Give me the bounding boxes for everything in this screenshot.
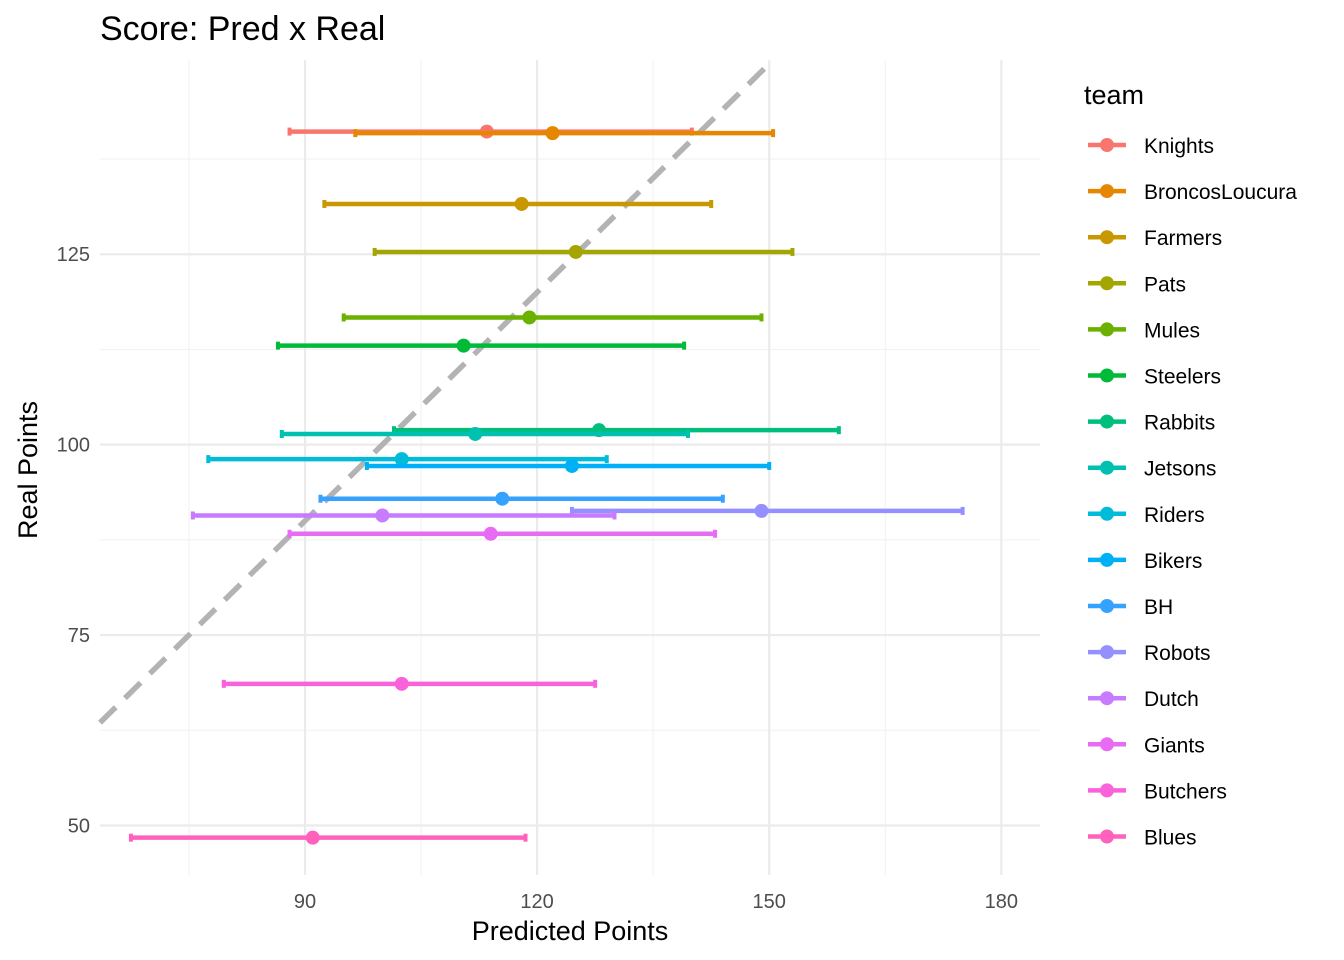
series-pats bbox=[372, 244, 795, 259]
legend-key-point bbox=[1100, 230, 1114, 245]
data-point bbox=[394, 452, 409, 467]
legend-label: Knights bbox=[1144, 135, 1214, 158]
legend-label: Giants bbox=[1144, 734, 1205, 757]
legend-item: Bikers bbox=[1088, 550, 1202, 573]
data-point bbox=[522, 310, 537, 325]
y-axis-title: Real Points bbox=[13, 401, 43, 539]
legend-item: Farmers bbox=[1088, 227, 1222, 250]
legend-label: Bikers bbox=[1144, 550, 1202, 573]
legend-key-point bbox=[1100, 552, 1114, 567]
data-point bbox=[514, 196, 529, 211]
legend-key-point bbox=[1100, 691, 1114, 706]
legend-label: Jetsons bbox=[1144, 458, 1216, 481]
series-bikers bbox=[364, 458, 772, 473]
reference-line-group bbox=[98, 58, 776, 725]
data-point bbox=[468, 426, 483, 441]
legend-label: Steelers bbox=[1144, 366, 1221, 389]
legend-key-point bbox=[1100, 737, 1114, 752]
series-butchers bbox=[221, 676, 598, 691]
data-point bbox=[305, 830, 320, 845]
series-riders bbox=[206, 452, 609, 467]
legend-label: Robots bbox=[1144, 642, 1211, 665]
data-point bbox=[394, 676, 409, 691]
x-tick-label: 120 bbox=[520, 891, 553, 913]
legend-key-point bbox=[1100, 138, 1114, 152]
legend-key-point bbox=[1100, 783, 1114, 798]
series-giants bbox=[287, 526, 718, 541]
legend-title: team bbox=[1084, 80, 1144, 110]
data-point bbox=[545, 126, 560, 141]
legend-item: Knights bbox=[1088, 135, 1214, 158]
legend-label: Riders bbox=[1144, 504, 1205, 527]
legend-key-point bbox=[1100, 276, 1114, 291]
legend-item: Rabbits bbox=[1088, 412, 1215, 435]
series-farmers bbox=[322, 196, 714, 211]
series-robots bbox=[569, 503, 965, 518]
legend-label: Pats bbox=[1144, 273, 1186, 296]
legend-label: Blues bbox=[1144, 827, 1197, 850]
legend-item: Giants bbox=[1088, 734, 1205, 757]
reference-line bbox=[98, 58, 776, 725]
legend-item: Butchers bbox=[1088, 780, 1227, 803]
legend-label: BroncosLoucura bbox=[1144, 181, 1297, 204]
data-point bbox=[754, 503, 769, 518]
data-point bbox=[495, 491, 510, 506]
x-tick-label: 150 bbox=[753, 891, 786, 913]
legend: team Knights BroncosLoucura Farmers Pats Mul… bbox=[1084, 80, 1297, 850]
legend-label: Farmers bbox=[1144, 227, 1222, 250]
legend-key-point bbox=[1100, 645, 1114, 660]
x-tick-label: 90 bbox=[294, 891, 316, 913]
grid-lines bbox=[100, 60, 1040, 875]
y-tick-label: 75 bbox=[68, 625, 90, 647]
y-tick-label: 50 bbox=[68, 815, 90, 837]
y-tick-label: 125 bbox=[57, 244, 90, 266]
tick-labels: 90 120 150 180 50 75 100 125 bbox=[57, 244, 1018, 913]
x-tick-label: 180 bbox=[985, 891, 1018, 913]
legend-item: Mules bbox=[1088, 319, 1200, 342]
data-point bbox=[568, 244, 583, 259]
data-point bbox=[456, 338, 471, 353]
data-point bbox=[564, 458, 579, 473]
series-jetsons bbox=[279, 426, 690, 441]
legend-item: Steelers bbox=[1088, 366, 1221, 389]
legend-label: Dutch bbox=[1144, 688, 1199, 711]
series-steelers bbox=[275, 338, 687, 353]
chart-title: Score: Pred x Real bbox=[100, 10, 385, 48]
legend-key-point bbox=[1100, 184, 1114, 199]
legend-item: Blues bbox=[1088, 827, 1197, 850]
data-point bbox=[483, 526, 498, 541]
legend-key-point bbox=[1100, 368, 1114, 383]
legend-label: BH bbox=[1144, 596, 1173, 619]
legend-label: Mules bbox=[1144, 319, 1200, 342]
legend-key-point bbox=[1100, 829, 1114, 844]
legend-item: Pats bbox=[1088, 273, 1186, 296]
y-tick-label: 100 bbox=[57, 435, 90, 457]
legend-label: Butchers bbox=[1144, 780, 1227, 803]
series-bh bbox=[318, 491, 725, 506]
data-marks bbox=[128, 124, 965, 845]
x-axis-title: Predicted Points bbox=[472, 916, 669, 946]
legend-item: Dutch bbox=[1088, 688, 1199, 711]
legend-key-point bbox=[1100, 506, 1114, 521]
legend-item: Jetsons bbox=[1088, 458, 1216, 481]
legend-key-point bbox=[1100, 322, 1114, 337]
legend-item: BH bbox=[1088, 596, 1173, 619]
series-blues bbox=[128, 830, 528, 845]
series-broncosloucura bbox=[353, 126, 776, 141]
legend-item: BroncosLoucura bbox=[1088, 181, 1297, 204]
legend-item: Robots bbox=[1088, 642, 1211, 665]
data-point bbox=[375, 508, 390, 523]
legend-item: Riders bbox=[1088, 504, 1205, 527]
legend-key-point bbox=[1100, 414, 1114, 429]
series-mules bbox=[341, 310, 764, 325]
series-dutch bbox=[190, 508, 617, 523]
legend-label: Rabbits bbox=[1144, 412, 1215, 435]
legend-key-point bbox=[1100, 460, 1114, 475]
legend-key-point bbox=[1100, 599, 1114, 613]
